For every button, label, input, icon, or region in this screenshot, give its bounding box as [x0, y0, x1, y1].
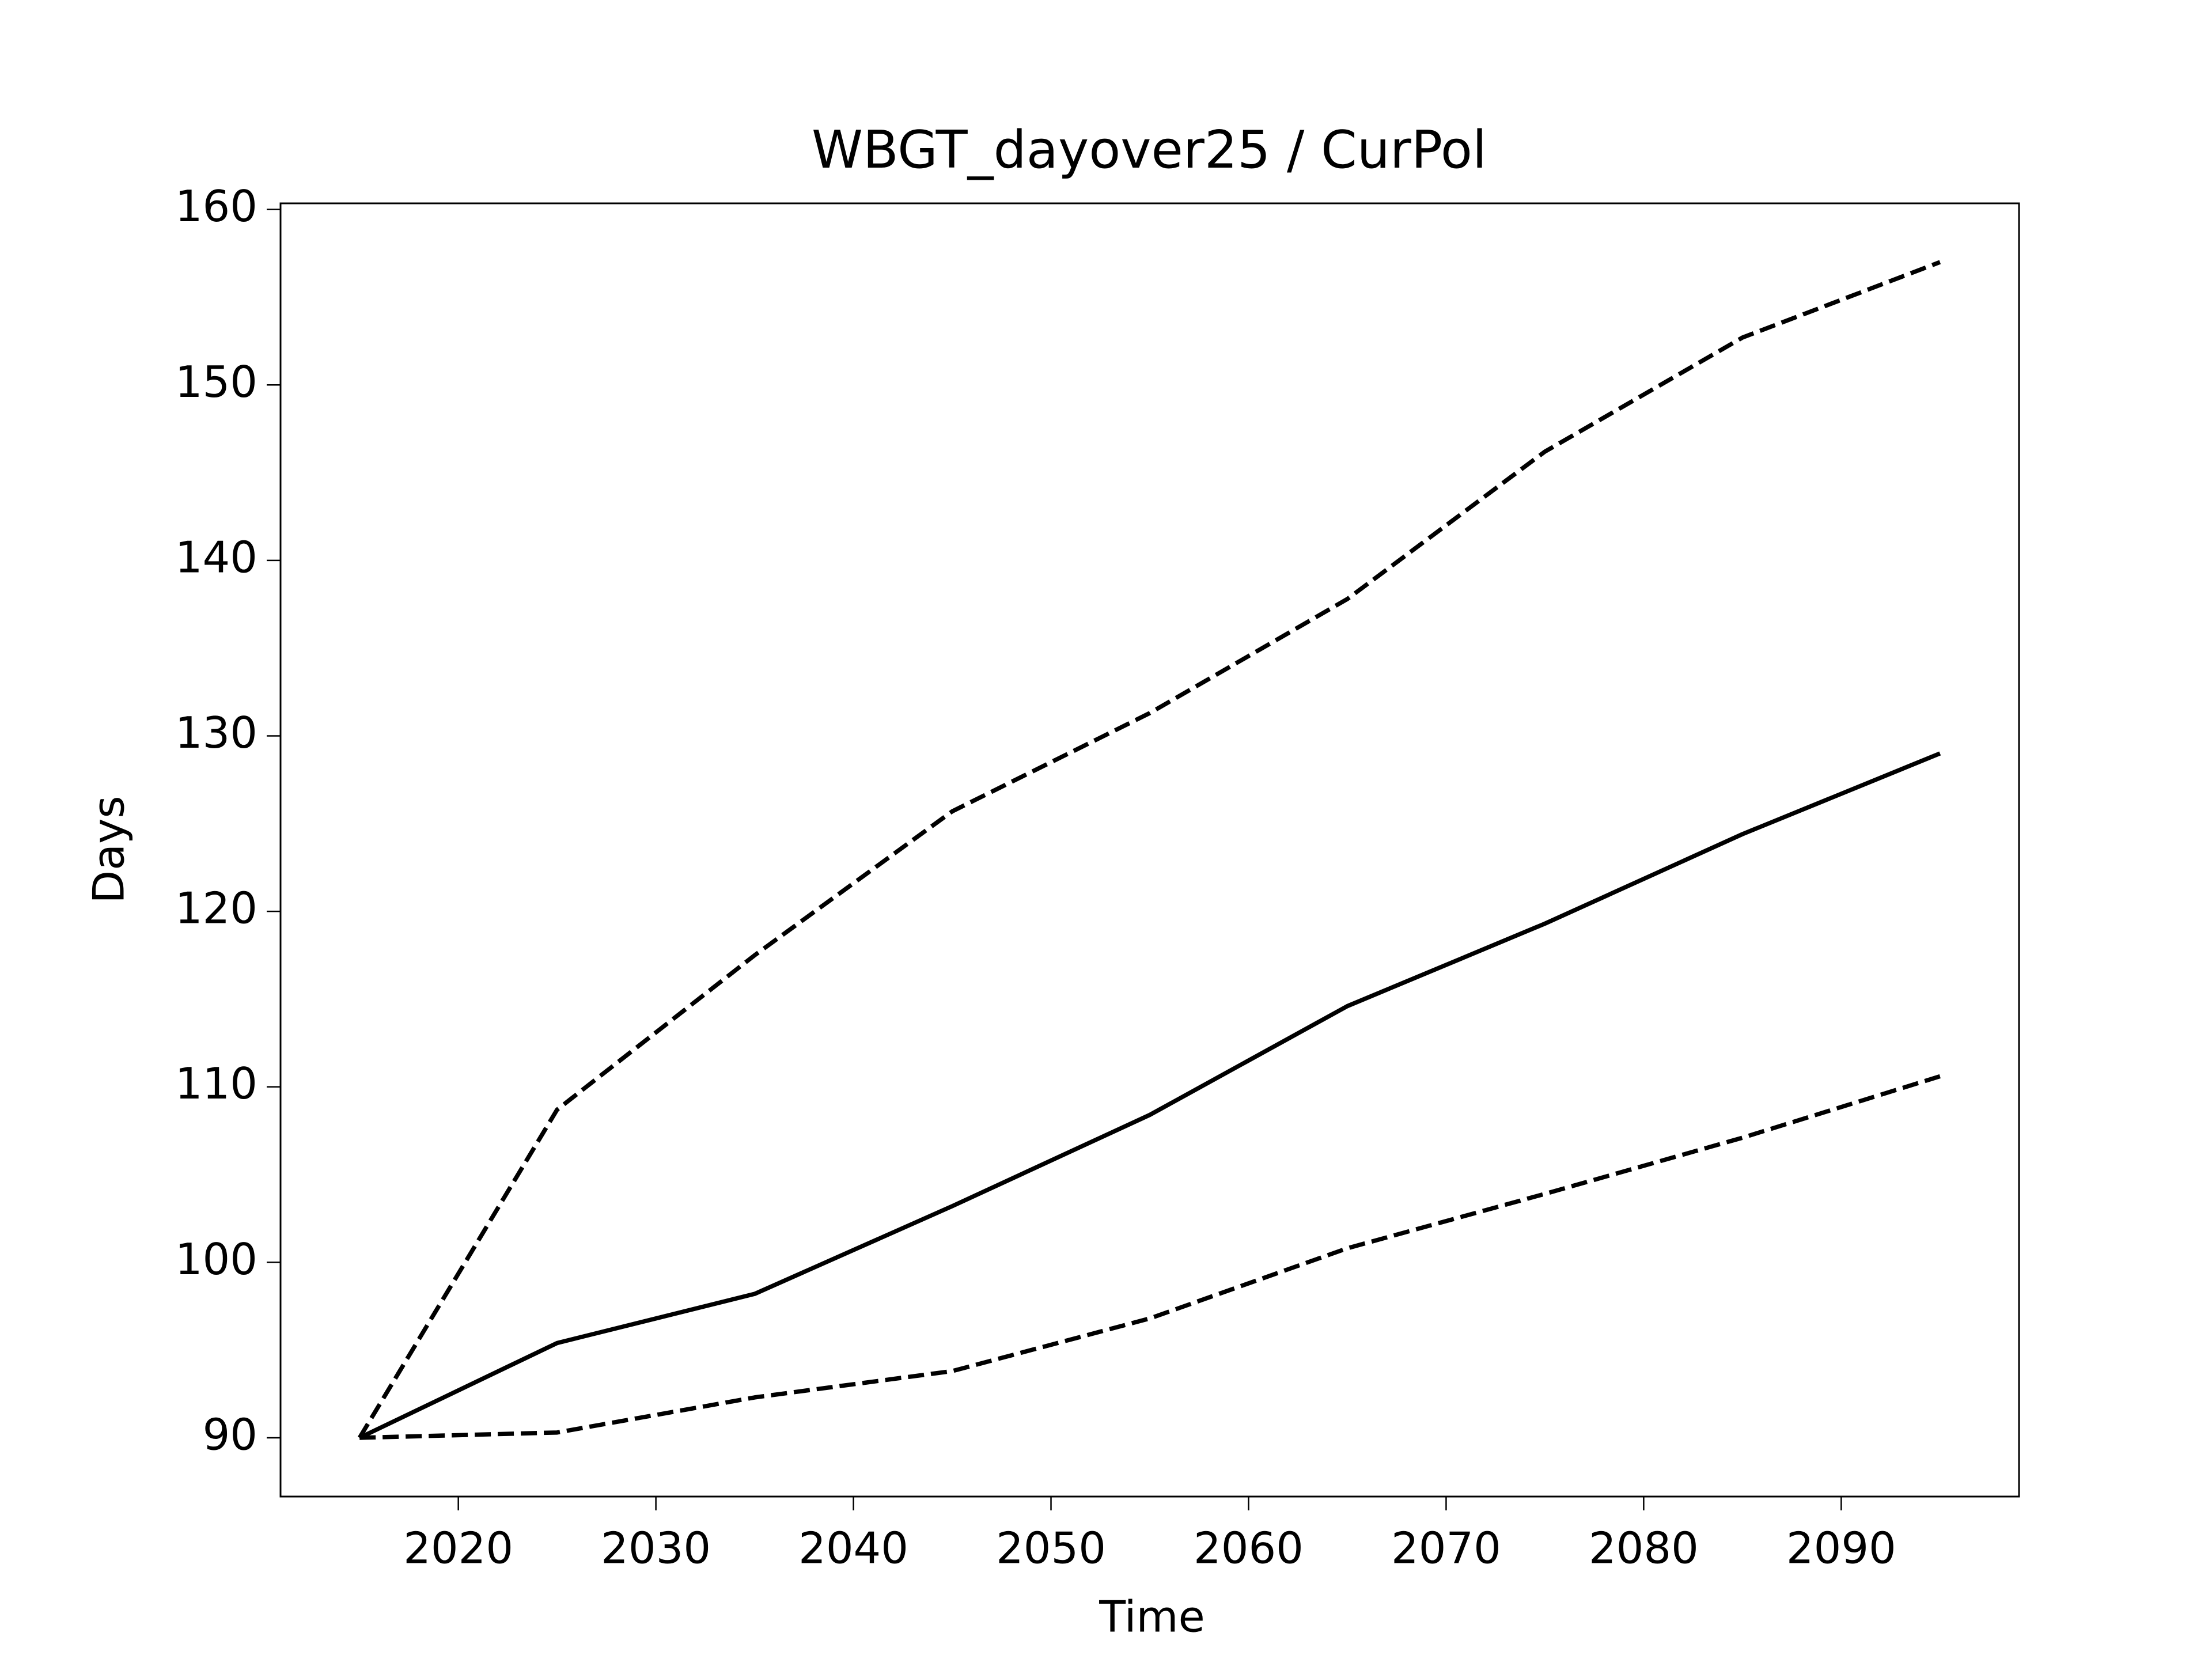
- chart-title: WBGT_dayover25 / CurPol: [812, 120, 1487, 180]
- y-tick-label: 160: [175, 181, 257, 232]
- x-tick-label: 2020: [403, 1523, 513, 1574]
- y-tick-label: 100: [175, 1234, 257, 1285]
- x-tick-label: 2060: [1194, 1523, 1304, 1574]
- series-line: [358, 751, 1941, 1440]
- x-tick-label: 2090: [1786, 1523, 1896, 1574]
- y-tick-label: 110: [175, 1058, 257, 1109]
- y-tick-label: 90: [203, 1409, 257, 1460]
- x-tick-label: 2080: [1589, 1523, 1699, 1574]
- x-tick-label: 2040: [798, 1523, 908, 1574]
- plot-frame: [279, 202, 2020, 1498]
- x-tick-label: 2030: [601, 1523, 711, 1574]
- y-tick-label: 130: [175, 707, 257, 758]
- series-line: [359, 1074, 1941, 1440]
- y-tick-label: 120: [175, 883, 257, 934]
- x-axis-label: Time: [1099, 1592, 1205, 1642]
- x-tick-label: 2050: [996, 1523, 1106, 1574]
- y-tick-label: 150: [175, 357, 257, 407]
- y-axis-label: Days: [84, 796, 134, 903]
- x-tick-label: 2070: [1391, 1523, 1501, 1574]
- series-line: [357, 260, 1941, 1439]
- y-tick-label: 140: [175, 532, 257, 582]
